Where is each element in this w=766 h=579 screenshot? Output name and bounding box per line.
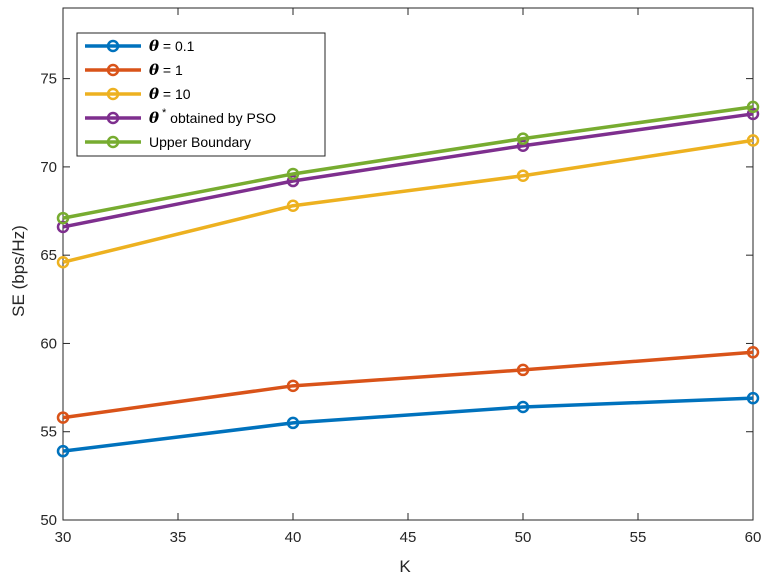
legend-text: Upper Boundary [149, 134, 251, 150]
series-3 [56, 134, 760, 269]
legend-item: Upper Boundary [85, 134, 251, 150]
legend-label: Upper Boundary [149, 134, 251, 150]
data-point [746, 134, 760, 147]
data-point [746, 391, 760, 405]
x-tick-label: 35 [170, 529, 187, 546]
legend-symbol: θ [149, 61, 159, 79]
x-axis-title: K [399, 557, 411, 576]
data-point [746, 100, 760, 114]
y-axis-title: SE (bps/Hz) [9, 225, 28, 317]
legend-swatch-marker [106, 87, 120, 101]
legend-text: = 0.1 [159, 38, 195, 54]
legend-label: θ = 1 [149, 61, 183, 79]
data-point [56, 444, 70, 458]
data-point [516, 139, 530, 152]
series-line [62, 350, 754, 420]
series-line [62, 138, 754, 264]
data-point [746, 346, 760, 359]
x-tick-label: 55 [630, 529, 647, 546]
data-point [286, 199, 300, 212]
y-axis: 50 55 60 65 70 75 [40, 71, 753, 529]
x-tick-label: 50 [515, 529, 532, 546]
x-tick-label: 45 [400, 529, 417, 546]
series-line [62, 396, 754, 453]
legend-text: = 1 [159, 62, 183, 78]
legend-superscript: * [162, 107, 167, 119]
legend-label: θ = 10 [149, 85, 191, 103]
series-2 [56, 346, 760, 424]
data-point [56, 411, 70, 424]
series-line [62, 105, 754, 220]
y-tick-label: 75 [40, 71, 57, 88]
series-4 [56, 107, 760, 234]
series-layer [56, 100, 760, 458]
legend-text: = 10 [159, 86, 191, 102]
data-point [286, 416, 300, 430]
legend: θ = 0.1θ = 1θ = 10θ * obtained by PSOUppe… [76, 32, 326, 157]
y-tick-label: 55 [40, 424, 57, 441]
y-tick-label: 65 [40, 247, 57, 264]
legend-item: θ = 1 [85, 61, 183, 79]
legend-symbol: θ [149, 109, 159, 127]
data-point [286, 174, 300, 188]
y-tick-label: 70 [40, 159, 57, 176]
data-point [516, 132, 530, 145]
legend-swatch-marker [106, 39, 120, 53]
legend-symbol: θ [149, 85, 159, 103]
data-point [516, 400, 530, 414]
data-point [286, 167, 300, 181]
y-tick-label: 50 [40, 512, 57, 529]
x-tick-label: 60 [745, 529, 762, 546]
series-1 [56, 391, 760, 458]
legend-swatch-marker [106, 135, 120, 149]
legend-text: obtained by PSO [166, 110, 276, 126]
series-line [62, 112, 754, 229]
x-tick-label: 40 [285, 529, 302, 546]
data-point [286, 379, 300, 393]
legend-symbol: θ [149, 37, 159, 55]
series-5 [56, 100, 760, 225]
legend-swatch-marker [106, 63, 120, 77]
data-point [56, 211, 70, 225]
data-point [56, 255, 70, 269]
data-point [516, 169, 530, 182]
legend-item: θ = 10 [85, 85, 191, 103]
legend-label: θ = 0.1 [149, 37, 195, 55]
data-point [746, 107, 760, 121]
y-tick-label: 60 [40, 335, 57, 352]
legend-swatch-marker [106, 111, 120, 125]
legend-label: θ * obtained by PSO [149, 107, 276, 127]
x-axis: 30 35 40 45 50 55 60 [55, 8, 762, 546]
legend-item: θ * obtained by PSO [85, 107, 276, 127]
data-point [516, 363, 530, 377]
x-tick-label: 30 [55, 529, 72, 546]
legend-item: θ = 0.1 [85, 37, 195, 55]
